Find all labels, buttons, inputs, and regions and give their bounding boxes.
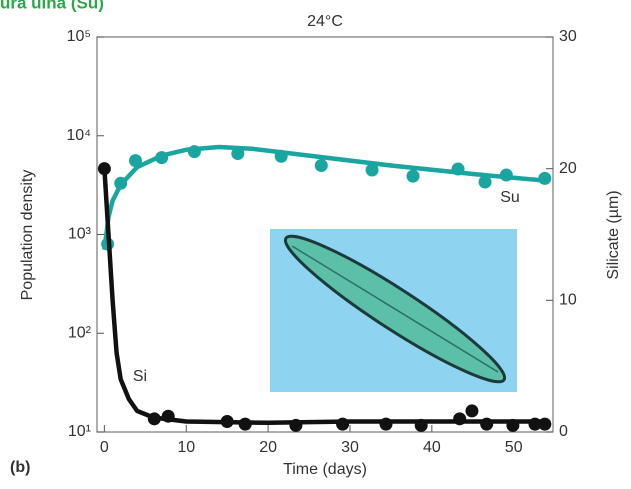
data-point	[314, 158, 328, 172]
x-axis-label: Time (days)	[283, 461, 367, 478]
data-point	[365, 163, 379, 177]
data-point	[414, 418, 428, 432]
data-point	[147, 412, 161, 426]
chart-title: 24°C	[307, 13, 343, 30]
data-point	[97, 162, 111, 176]
x-tick-label: 30	[341, 439, 359, 456]
data-point	[155, 151, 169, 165]
data-point	[506, 418, 520, 432]
data-point	[478, 175, 492, 189]
y2-axis-label: Silicate (µm)	[605, 190, 622, 279]
data-point	[114, 176, 128, 190]
data-point	[453, 412, 467, 426]
fit-curve	[102, 144, 547, 251]
y2-tick-label: 0	[559, 423, 568, 440]
x-tick-label: 40	[423, 439, 441, 456]
data-point	[538, 417, 552, 431]
data-point	[538, 171, 552, 185]
data-point	[451, 162, 465, 176]
panel-label: (b)	[10, 459, 30, 476]
data-point	[274, 149, 288, 163]
y-axis-label: Population density	[19, 170, 36, 301]
x-tick-label: 10	[177, 439, 195, 456]
data-point	[238, 417, 252, 431]
x-tick-label: 0	[100, 439, 109, 456]
inset-image	[270, 229, 517, 392]
x-tick-label: 50	[505, 439, 523, 456]
data-point	[231, 147, 245, 161]
data-point	[161, 409, 175, 423]
series-label: Su	[500, 189, 520, 206]
y-tick-label: 10²	[68, 324, 92, 341]
data-point	[187, 145, 201, 159]
y-tick-label: 10⁵	[67, 28, 91, 45]
heading: ura ulna (Su)	[0, 0, 104, 12]
y-tick-label: 10⁴	[66, 127, 91, 144]
diatom-raphe	[291, 245, 499, 373]
data-point	[220, 414, 234, 428]
series-label: Si	[133, 368, 147, 385]
y-tick-label: 10¹	[68, 423, 91, 440]
data-point	[379, 417, 393, 431]
data-point	[499, 168, 513, 182]
data-point	[336, 417, 350, 431]
data-point	[128, 154, 142, 168]
data-point	[465, 404, 479, 418]
y-tick-label: 10³	[68, 226, 92, 243]
y2-tick-label: 20	[559, 160, 577, 177]
data-point	[480, 417, 494, 431]
y2-tick-label: 30	[559, 28, 577, 45]
data-point	[406, 169, 420, 183]
data-point	[289, 418, 303, 432]
y2-tick-label: 10	[559, 292, 577, 309]
data-point	[528, 417, 542, 431]
x-tick-label: 20	[259, 439, 277, 456]
